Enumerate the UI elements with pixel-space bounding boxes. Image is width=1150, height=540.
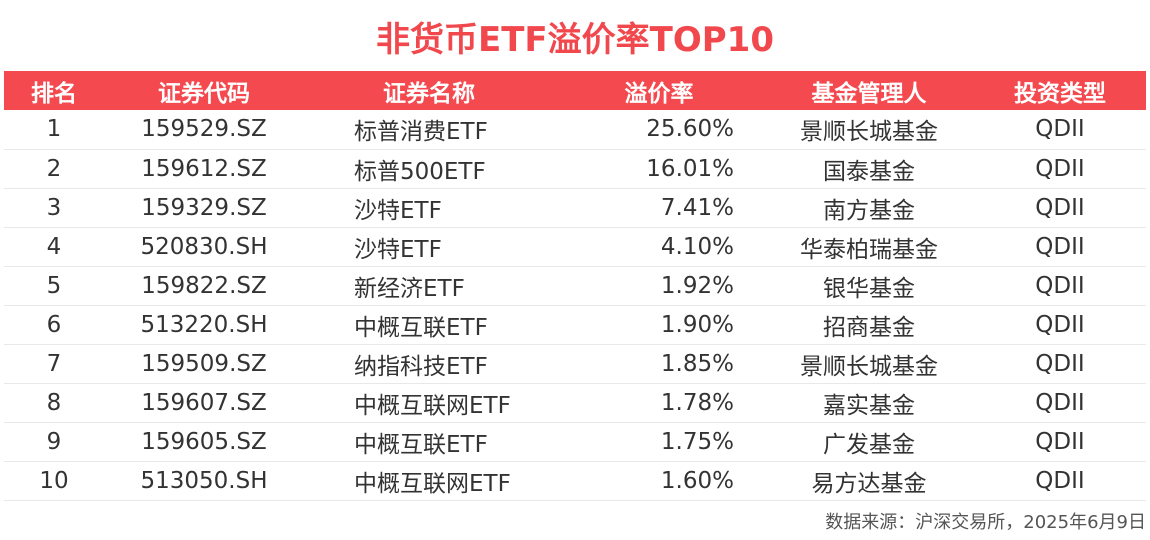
cell-code: 159529.SZ [141,116,267,143]
table-row: 4 520830.SH 沙特ETF 4.10% 华泰柏瑞基金 QDII [4,227,1146,266]
cell-name: 中概互联ETF [354,314,488,341]
chart-title: 非货币ETF溢价率TOP10 [376,20,774,60]
table-header-row: 排名 证券代码 证券名称 溢价率 基金管理人 投资类型 [4,71,1146,110]
cell-code: 159329.SZ [141,194,267,221]
data-source-note: 数据来源：沪深交易所，2025年6月9日 [825,512,1146,533]
cell-manager: 华泰柏瑞基金 [800,236,938,263]
cell-type: QDII [1035,233,1085,260]
cell-name: 沙特ETF [354,236,442,263]
cell-code: 159607.SZ [141,389,267,416]
header-rank: 排名 [31,80,77,107]
cell-rank: 10 [39,467,69,494]
cell-manager: 嘉实基金 [823,392,915,419]
cell-name: 新经济ETF [354,275,465,302]
cell-type: QDII [1035,467,1085,494]
cell-code: 513220.SH [140,311,268,338]
header-manager: 基金管理人 [811,80,927,107]
cell-manager: 南方基金 [823,197,915,224]
cell-name: 纳指科技ETF [354,353,488,380]
table-row: 6 513220.SH 中概互联ETF 1.90% 招商基金 QDII [4,305,1146,344]
cell-rank: 8 [46,389,62,416]
cell-type: QDII [1035,116,1085,143]
cell-rank: 2 [46,155,62,182]
cell-rank: 6 [46,311,62,338]
cell-manager: 广发基金 [823,431,915,458]
cell-code: 520830.SH [140,233,268,260]
etf-premium-table: 排名 证券代码 证券名称 溢价率 基金管理人 投资类型 1 159529.SZ 标普… [4,71,1146,501]
cell-premium: 1.90% [660,311,734,338]
cell-rank: 9 [46,428,62,455]
cell-rank: 4 [46,233,62,260]
cell-name: 沙特ETF [354,197,442,224]
cell-rank: 7 [46,350,62,377]
header-code: 证券代码 [158,80,250,107]
header-type: 投资类型 [1014,80,1106,107]
table-row: 5 159822.SZ 新经济ETF 1.92% 银华基金 QDII [4,266,1146,305]
cell-name: 中概互联网ETF [354,470,511,497]
cell-manager: 易方达基金 [811,470,927,497]
cell-premium: 16.01% [646,155,734,182]
cell-manager: 国泰基金 [823,158,915,185]
cell-manager: 银华基金 [823,275,915,302]
cell-code: 513050.SH [140,467,268,494]
cell-premium: 1.78% [660,389,734,416]
cell-premium: 4.10% [660,233,734,260]
cell-rank: 3 [46,194,62,221]
cell-code: 159612.SZ [141,155,267,182]
cell-rank: 1 [46,116,62,143]
cell-code: 159822.SZ [141,272,267,299]
cell-premium: 7.41% [660,194,734,221]
header-premium: 溢价率 [624,80,694,107]
cell-premium: 1.60% [660,467,734,494]
cell-type: QDII [1035,428,1085,455]
cell-type: QDII [1035,272,1085,299]
table-row: 2 159612.SZ 标普500ETF 16.01% 国泰基金 QDII [4,149,1146,188]
cell-type: QDII [1035,194,1085,221]
cell-type: QDII [1035,389,1085,416]
cell-manager: 景顺长城基金 [800,353,938,380]
cell-code: 159509.SZ [141,350,267,377]
header-name: 证券名称 [383,80,475,107]
cell-name: 中概互联ETF [354,431,488,458]
cell-premium: 1.85% [660,350,734,377]
cell-premium: 1.75% [660,428,734,455]
table-row: 1 159529.SZ 标普消费ETF 25.60% 景顺长城基金 QDII [4,110,1146,149]
cell-type: QDII [1035,155,1085,182]
cell-type: QDII [1035,311,1085,338]
cell-manager: 景顺长城基金 [800,119,938,146]
table-row: 9 159605.SZ 中概互联ETF 1.75% 广发基金 QDII [4,422,1146,461]
cell-name: 中概互联网ETF [354,392,511,419]
table-row: 3 159329.SZ 沙特ETF 7.41% 南方基金 QDII [4,188,1146,227]
cell-name: 标普500ETF [354,158,486,185]
cell-name: 标普消费ETF [354,119,488,146]
table-row: 7 159509.SZ 纳指科技ETF 1.85% 景顺长城基金 QDII [4,344,1146,383]
cell-premium: 25.60% [646,116,734,143]
table-row: 10 513050.SH 中概互联网ETF 1.60% 易方达基金 QDII [4,461,1146,500]
cell-code: 159605.SZ [141,428,267,455]
cell-type: QDII [1035,350,1085,377]
cell-rank: 5 [46,272,62,299]
cell-manager: 招商基金 [823,314,915,341]
table-row: 8 159607.SZ 中概互联网ETF 1.78% 嘉实基金 QDII [4,383,1146,422]
table-body: 1 159529.SZ 标普消费ETF 25.60% 景顺长城基金 QDII 2 159612… [4,110,1146,500]
cell-premium: 1.92% [660,272,734,299]
